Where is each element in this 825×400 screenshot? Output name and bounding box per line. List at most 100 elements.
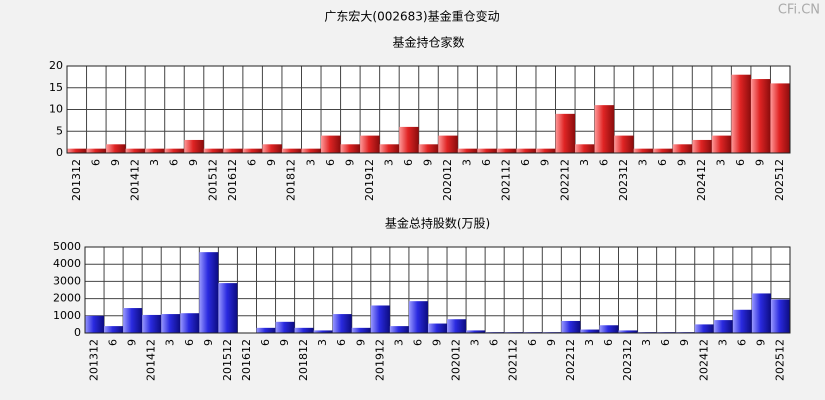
plot-border bbox=[84, 246, 791, 334]
bar bbox=[711, 135, 732, 153]
x-tick-label: 6 bbox=[107, 339, 120, 346]
x-tick-label: 201612 bbox=[240, 339, 253, 381]
x-tick-label: 9 bbox=[422, 159, 435, 166]
bar bbox=[340, 144, 361, 153]
x-tick-label: 6 bbox=[259, 339, 272, 346]
x-tick-label: 3 bbox=[715, 159, 728, 166]
bar bbox=[731, 74, 751, 153]
x-tick-label: 201812 bbox=[297, 339, 310, 381]
bar bbox=[142, 314, 162, 333]
y-tick-label: 2000 bbox=[53, 292, 81, 305]
chart-title: 基金持仓家数 bbox=[392, 35, 464, 50]
bar bbox=[294, 327, 314, 333]
bar bbox=[218, 283, 238, 333]
bar bbox=[516, 148, 536, 153]
bar bbox=[599, 325, 619, 333]
x-tick-label: 3 bbox=[636, 159, 649, 166]
x-tick-label: 202412 bbox=[695, 159, 708, 201]
x-tick-label: 202212 bbox=[558, 159, 571, 201]
bar bbox=[477, 148, 497, 153]
x-tick-label: 6 bbox=[167, 159, 180, 166]
bar bbox=[713, 320, 733, 333]
x-tick-label: 202112 bbox=[507, 339, 520, 381]
bar bbox=[145, 148, 165, 153]
bar bbox=[614, 135, 634, 153]
bar bbox=[332, 314, 352, 333]
x-tick-label: 6 bbox=[480, 159, 493, 166]
watermark: CFi.CN bbox=[778, 3, 820, 18]
x-tick-label: 3 bbox=[392, 339, 405, 346]
x-tick-label: 3 bbox=[148, 159, 161, 166]
x-tick-label: 3 bbox=[382, 159, 395, 166]
x-tick-label: 201912 bbox=[363, 159, 376, 201]
x-tick-label: 9 bbox=[539, 159, 552, 166]
x-tick-label: 6 bbox=[656, 159, 669, 166]
bar bbox=[321, 135, 341, 153]
bar bbox=[408, 301, 428, 333]
x-tick-label: 202312 bbox=[617, 159, 630, 201]
x-tick-label: 9 bbox=[126, 339, 139, 346]
x-tick-label: 201312 bbox=[88, 339, 101, 381]
bar bbox=[164, 148, 185, 153]
bar bbox=[256, 327, 276, 333]
x-tick-label: 202012 bbox=[441, 159, 454, 201]
x-tick-label: 202512 bbox=[773, 159, 786, 201]
bar bbox=[360, 135, 380, 153]
bar bbox=[123, 308, 143, 333]
bar bbox=[561, 320, 581, 333]
x-tick-label: 6 bbox=[597, 159, 610, 166]
bar bbox=[618, 330, 638, 333]
x-tick-label: 6 bbox=[488, 339, 501, 346]
y-tick-label: 1000 bbox=[53, 309, 81, 322]
bar bbox=[399, 126, 419, 153]
y-tick-label: 0 bbox=[74, 326, 81, 339]
bar bbox=[161, 314, 181, 333]
plot-border bbox=[66, 65, 791, 154]
y-tick-label: 5 bbox=[56, 124, 63, 137]
x-tick-label: 6 bbox=[734, 159, 747, 166]
x-tick-label: 6 bbox=[602, 339, 615, 346]
bar bbox=[770, 299, 790, 333]
bar bbox=[223, 148, 243, 153]
bar bbox=[313, 330, 333, 333]
bar bbox=[427, 323, 448, 333]
page-title: 广东宏大(002683)基金重仓变动 bbox=[324, 9, 499, 24]
x-tick-label: 3 bbox=[316, 339, 329, 346]
x-tick-label: 6 bbox=[659, 339, 672, 346]
bar bbox=[594, 105, 615, 153]
bar bbox=[281, 148, 302, 153]
bar bbox=[692, 139, 712, 153]
y-tick-label: 20 bbox=[49, 59, 63, 72]
x-tick-label: 3 bbox=[578, 159, 591, 166]
x-tick-label: 3 bbox=[469, 339, 482, 346]
x-tick-label: 3 bbox=[164, 339, 177, 346]
bar bbox=[106, 144, 126, 153]
bar bbox=[633, 148, 654, 153]
x-tick-label: 9 bbox=[202, 339, 215, 346]
y-tick-label: 4000 bbox=[53, 257, 81, 270]
bar bbox=[351, 327, 371, 333]
x-tick-label: 201512 bbox=[221, 339, 234, 381]
x-tick-label: 202012 bbox=[450, 339, 463, 381]
bar bbox=[438, 135, 458, 153]
x-tick-label: 202112 bbox=[500, 159, 513, 201]
x-tick-label: 202212 bbox=[564, 339, 577, 381]
y-tick-label: 10 bbox=[49, 103, 63, 116]
x-tick-label: 3 bbox=[461, 159, 474, 166]
x-tick-label: 201512 bbox=[207, 159, 220, 201]
bar bbox=[575, 144, 595, 153]
x-tick-label: 201812 bbox=[285, 159, 298, 201]
x-tick-label: 9 bbox=[678, 339, 691, 346]
bar bbox=[104, 326, 124, 333]
x-tick-label: 9 bbox=[278, 339, 291, 346]
y-tick-label: 5000 bbox=[53, 240, 81, 253]
x-tick-label: 6 bbox=[324, 159, 337, 166]
bar bbox=[199, 252, 219, 333]
chart-title: 基金总持股数(万股) bbox=[385, 216, 490, 231]
y-tick-label: 15 bbox=[49, 81, 63, 94]
bar bbox=[580, 329, 600, 333]
x-tick-label: 9 bbox=[109, 159, 122, 166]
bar bbox=[447, 319, 467, 333]
bar bbox=[203, 148, 224, 153]
bar bbox=[732, 309, 752, 333]
